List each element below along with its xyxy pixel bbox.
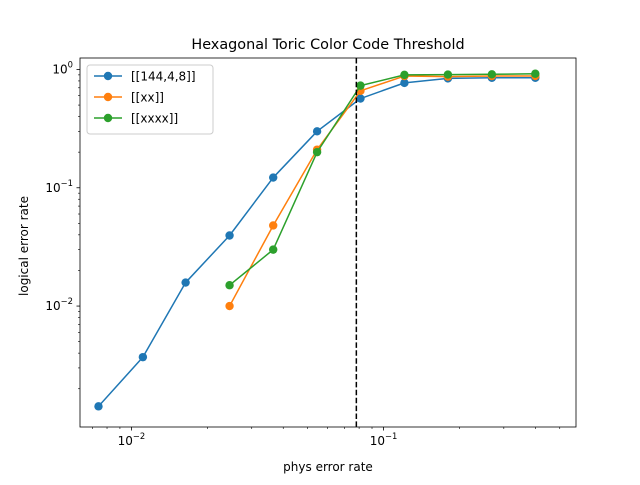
data-point-s2-7 xyxy=(531,69,540,78)
data-point-s2-1 xyxy=(269,245,278,254)
axes: 10−2 10−1 10−2 10−1 100 xyxy=(45,57,577,448)
series-line-2 xyxy=(228,72,537,287)
legend-marker-0 xyxy=(103,71,113,81)
data-point-s0-4 xyxy=(269,173,278,182)
series-line-1 xyxy=(228,75,537,308)
legend-label-2: [[xxxx]] xyxy=(131,112,178,126)
data-point-s1-1 xyxy=(269,221,278,230)
data-point-s0-2 xyxy=(181,278,190,287)
chart-title: Hexagonal Toric Color Code Threshold xyxy=(191,37,464,53)
x-tick-label-1: 10−1 xyxy=(370,431,398,448)
plot-area xyxy=(94,58,540,427)
y-tick-label-0: 10−2 xyxy=(45,296,73,313)
x-tick-label-0: 10−2 xyxy=(118,431,146,448)
y-tick-label-1: 10−1 xyxy=(45,178,73,195)
data-point-s2-5 xyxy=(443,70,453,79)
data-point-s0-7 xyxy=(400,78,409,88)
legend-label-0: [[144,4,8]] xyxy=(131,70,196,84)
data-point-s0-5 xyxy=(312,127,322,136)
data-point-s2-3 xyxy=(356,81,365,90)
data-point-s0-1 xyxy=(138,352,148,362)
axes-frame xyxy=(79,57,577,428)
legend-marker-2 xyxy=(103,113,113,123)
data-point-s2-4 xyxy=(400,70,409,80)
data-point-s1-0 xyxy=(225,301,234,311)
y-axis-label: logical error rate xyxy=(17,196,31,296)
data-point-s2-6 xyxy=(487,70,497,79)
data-point-s2-2 xyxy=(312,147,322,157)
data-point-s0-6 xyxy=(356,94,365,103)
x-axis-label: phys error rate xyxy=(283,460,373,474)
data-point-s2-0 xyxy=(225,281,234,290)
plot-content xyxy=(94,58,540,427)
legend-label-1: [[xx]] xyxy=(131,91,164,105)
legend-marker-1 xyxy=(103,92,113,102)
data-point-s0-3 xyxy=(225,231,234,240)
legend-box xyxy=(86,64,214,135)
legend: [[144,4,8]] [[xx]] [[xxxx]] xyxy=(86,64,214,135)
y-tick-label-2: 100 xyxy=(52,59,73,76)
data-point-s0-0 xyxy=(94,402,103,411)
